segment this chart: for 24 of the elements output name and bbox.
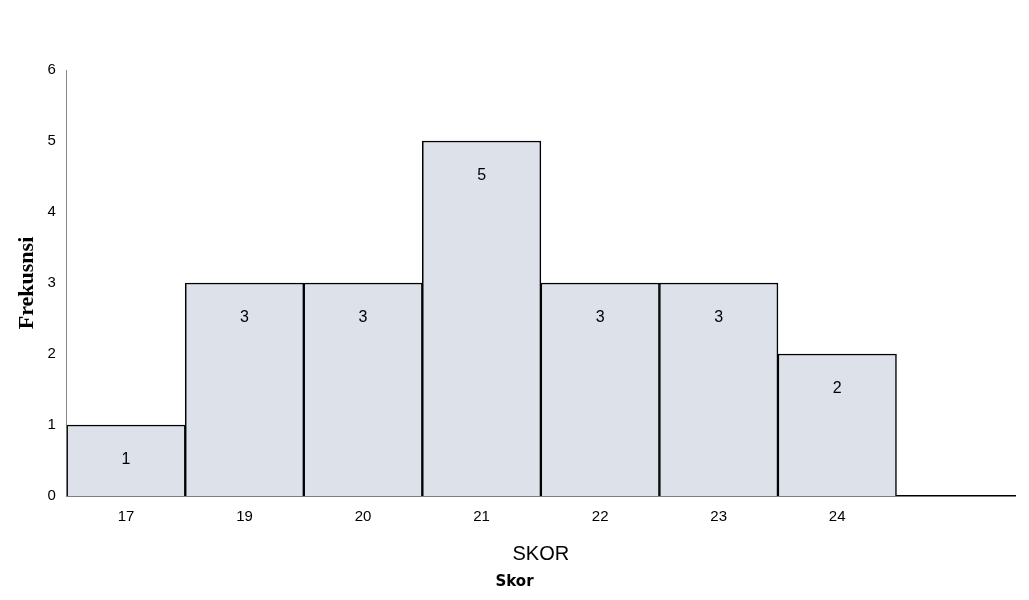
x-tick-label: 17: [117, 507, 135, 525]
data-label: 5: [477, 166, 487, 184]
x-tick-label: 23: [710, 507, 728, 525]
y-axis-title: Frekusnsi: [12, 236, 38, 330]
text: Skor: [494, 572, 535, 590]
x-tick-label: 24: [828, 507, 846, 525]
data-label: 3: [714, 308, 724, 326]
x-tick-label: 22: [591, 507, 609, 525]
y-tick-label: 3: [47, 273, 56, 291]
y-tick-label: 5: [47, 131, 56, 149]
y-tick-label: 4: [47, 202, 56, 220]
x-tick-label: 20: [354, 507, 372, 525]
y-tick-label: 1: [47, 415, 56, 433]
x-tick-label: 21: [473, 507, 490, 525]
y-tick-label: 0: [47, 486, 56, 504]
data-label: 3: [358, 308, 368, 326]
data-label: 3: [240, 308, 250, 326]
x-axis-title: SKOR: [512, 541, 570, 564]
data-label: 2: [832, 379, 842, 397]
x-tick-label: 19: [236, 507, 253, 525]
y-tick-label: 2: [47, 344, 56, 362]
data-label: 3: [595, 308, 605, 326]
data-label: 1: [121, 450, 131, 468]
y-tick-label: 6: [47, 60, 56, 78]
